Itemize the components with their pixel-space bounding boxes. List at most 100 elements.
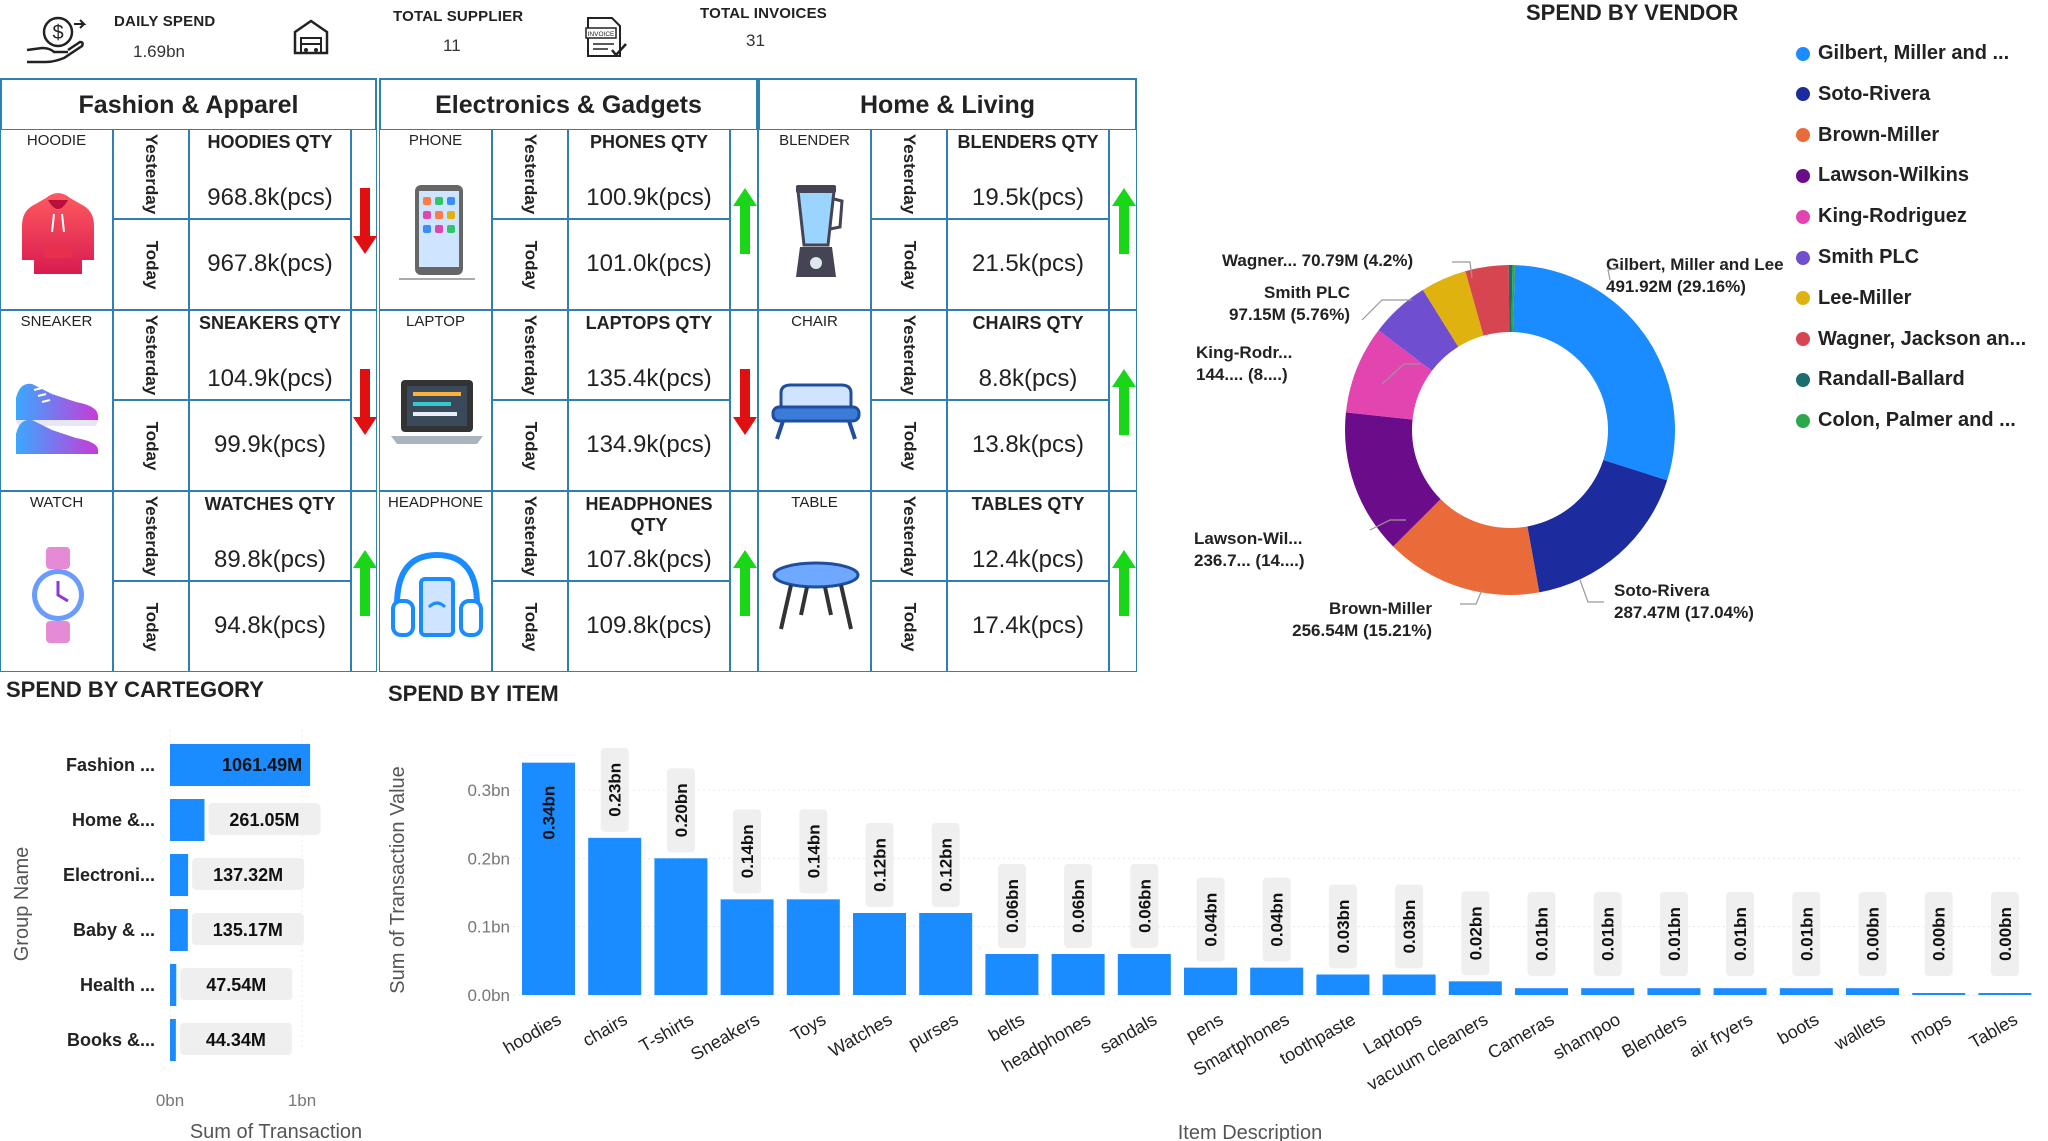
category-bar[interactable] — [170, 799, 205, 841]
today-qty-cell: 17.4k(pcs) — [947, 581, 1109, 672]
item-bar[interactable] — [1250, 967, 1304, 995]
donut-data-label: Lawson-Wil... 236.7... (14....) — [1194, 528, 1305, 572]
item-value-bg — [534, 770, 563, 855]
donut-slice[interactable] — [1345, 330, 1432, 420]
today-text: Today — [142, 240, 161, 289]
item-bar[interactable] — [588, 837, 642, 995]
kpi-value-daily-spend: 1.69bn — [133, 42, 185, 61]
donut-slice[interactable] — [1511, 265, 1515, 333]
donut-label-name: Smith PLC — [1264, 283, 1350, 302]
donut-slice[interactable] — [1465, 265, 1510, 336]
yesterday-text: Yesterday — [142, 133, 161, 215]
item-bar[interactable] — [1647, 988, 1701, 995]
trend-up-arrow-icon — [1112, 368, 1136, 440]
product-icon-cell: SNEAKER — [0, 310, 113, 491]
legend-item[interactable]: Lawson-Wilkins — [1796, 164, 1969, 187]
item-bar[interactable] — [1978, 993, 2032, 995]
item-value-bg — [1924, 892, 1953, 976]
yesterday-label-cell: Yesterday — [871, 129, 947, 219]
item-bar[interactable] — [1382, 974, 1436, 996]
legend-item[interactable]: Lee-Miller — [1796, 287, 1911, 310]
category-name-label: Baby & ... — [73, 920, 155, 940]
donut-slice[interactable] — [1512, 265, 1675, 481]
item-bar[interactable] — [1117, 954, 1171, 995]
legend-item[interactable]: Smith PLC — [1796, 246, 1919, 269]
legend-dot — [1796, 372, 1810, 387]
item-bar[interactable] — [1713, 988, 1767, 995]
category-bar[interactable] — [170, 854, 189, 896]
chair-icon — [771, 379, 861, 454]
today-label: Today — [872, 401, 946, 490]
item-category-label: Blenders — [1618, 1009, 1690, 1062]
qty-title: LAPTOPS QTY — [585, 313, 713, 333]
item-bar[interactable] — [786, 899, 840, 995]
item-bar[interactable] — [654, 858, 708, 995]
legend-label: Lee-Miller — [1818, 286, 1912, 309]
today-label: Today — [493, 220, 567, 309]
yesterday-text: Yesterday — [521, 133, 540, 215]
donut-slice[interactable] — [1422, 271, 1484, 347]
category-value-bg — [208, 803, 321, 835]
donut-slice[interactable] — [1527, 459, 1668, 593]
today-text: Today — [521, 602, 540, 651]
product-name: BLENDER — [779, 132, 850, 149]
kpi-value-total-invoices: 31 — [746, 31, 765, 50]
qty-title: CHAIRS QTY — [972, 313, 1084, 333]
legend-label: Smith PLC — [1818, 246, 1920, 268]
product-icon-cell: PHONE — [379, 129, 492, 310]
item-bar[interactable] — [985, 954, 1039, 995]
legend-label: Gilbert, Miller and ... — [1818, 42, 2010, 64]
category-value-bg — [180, 968, 293, 1000]
item-bar[interactable] — [1448, 981, 1502, 995]
category-bar[interactable] — [170, 909, 188, 951]
legend-item[interactable]: Wagner, Jackson an... — [1796, 328, 2026, 351]
trend-cell — [351, 129, 377, 310]
donut-slice[interactable] — [1378, 289, 1459, 371]
legend-item[interactable]: Colon, Palmer and ... — [1796, 409, 2016, 432]
trend-cell — [1109, 491, 1137, 672]
item-bar[interactable] — [1912, 993, 1966, 995]
item-value-bg — [799, 809, 828, 894]
today-text: Today — [521, 421, 540, 470]
item-bar[interactable] — [1581, 988, 1635, 995]
yesterday-text: Yesterday — [900, 314, 919, 396]
category-x-axis-label: Sum of Transaction — [190, 1121, 362, 1141]
category-bar[interactable] — [170, 1019, 176, 1061]
item-bar[interactable] — [1515, 988, 1568, 995]
today-label-cell: Today — [492, 400, 568, 491]
donut-slice[interactable] — [1393, 499, 1540, 595]
yesterday-text: Yesterday — [142, 495, 161, 577]
donut-slice[interactable] — [1345, 412, 1441, 547]
item-bar[interactable] — [720, 899, 774, 995]
legend-item[interactable]: Gilbert, Miller and ... — [1796, 42, 2009, 65]
donut-slice[interactable] — [1508, 265, 1513, 333]
kpi-value-total-supplier: 11 — [443, 36, 461, 55]
item-value-label: 0.14bn — [804, 824, 823, 878]
product-name: CHAIR — [791, 313, 838, 330]
item-value-bg — [733, 809, 762, 894]
item-bar[interactable] — [1316, 974, 1370, 996]
item-bar[interactable] — [1184, 967, 1237, 995]
donut-label-name: Gilbert, Miller and Lee — [1606, 255, 1784, 274]
legend-item[interactable]: Soto-Rivera — [1796, 83, 1930, 106]
item-category-label: Watches — [825, 1009, 895, 1061]
item-value-label: 0.01bn — [1533, 907, 1552, 961]
product-grid: Fashion & Apparel HOODIE Yesterday Today HOO… — [0, 0, 1140, 680]
yesterday-label: Yesterday — [493, 492, 567, 580]
item-value-label: 0.04bn — [1268, 893, 1287, 947]
item-bar[interactable] — [853, 913, 906, 995]
legend-item[interactable]: King-Rodriguez — [1796, 205, 1967, 228]
item-value-label: 0.00bn — [1930, 907, 1949, 961]
item-bar[interactable] — [1051, 954, 1105, 995]
category-name-label: Books &... — [67, 1030, 155, 1050]
item-bar[interactable] — [1846, 988, 1899, 995]
today-qty-cell: 134.9k(pcs) — [568, 400, 730, 491]
item-bar[interactable] — [1779, 988, 1833, 995]
item-bar[interactable] — [919, 913, 973, 995]
legend-dot — [1796, 209, 1810, 224]
item-category-label: Toys — [787, 1009, 829, 1045]
legend-item[interactable]: Brown-Miller — [1796, 124, 1939, 147]
yesterday-text: Yesterday — [521, 314, 540, 396]
legend-item[interactable]: Randall-Ballard — [1796, 368, 1965, 391]
category-bar[interactable] — [170, 964, 177, 1006]
